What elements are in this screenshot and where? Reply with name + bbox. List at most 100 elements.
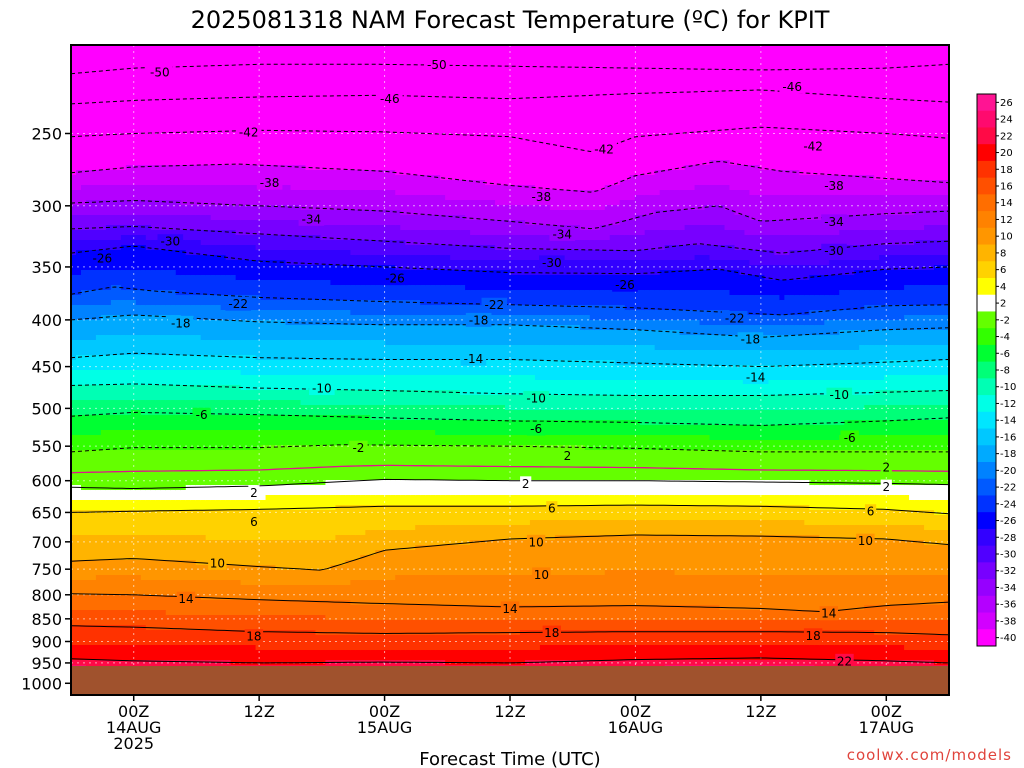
temperature-band-cell [290,360,297,376]
temperature-band-cell [365,210,371,226]
temperature-band-cell [465,270,471,291]
temperature-band-cell [694,270,701,291]
temperature-band-cell [604,250,611,261]
temperature-band-cell [415,270,421,286]
temperature-band-cell [370,530,376,556]
temperature-band-cell [794,220,800,236]
temperature-band-cell [440,245,446,256]
temperature-band-cell [225,370,232,386]
temperature-band-cell [315,250,322,266]
temperature-band-cell [654,505,661,521]
temperature-band-cell [699,290,706,311]
temperature-band-cell [714,645,721,661]
temperature-band-cell [510,420,516,436]
temperature-band-cell [275,185,282,206]
temperature-band-cell [125,385,132,401]
temperature-band-cell [315,430,322,446]
temperature-band-cell [375,265,381,286]
temperature-band-cell [260,400,267,416]
temperature-band-cell [370,430,376,446]
temperature-band-cell [819,660,825,671]
temperature-band-cell [554,305,561,316]
temperature-band-cell [340,375,346,391]
temperature-band-cell [380,360,386,376]
temperature-band-cell [649,505,656,521]
temperature-band-cell [260,250,267,261]
temperature-band-cell [145,490,152,501]
temperature-band-cell [240,540,247,566]
temperature-band-cell [814,450,820,486]
temperature-band-cell [245,500,252,511]
temperature-band-cell [105,490,112,501]
temperature-band-cell [569,520,576,536]
temperature-band-cell [215,370,222,386]
temperature-band-cell [754,350,761,366]
temperature-band-cell [629,250,636,261]
temperature-band-cell [514,375,521,396]
temperature-band-cell [280,165,287,186]
temperature-band-cell [564,275,571,291]
temperature-band-cell [514,315,521,326]
temperature-band-cell [430,285,436,306]
temperature-band-cell [485,620,491,636]
temperature-band-cell [649,45,656,176]
temperature-band-cell [85,340,92,356]
temperature-band-cell [80,340,87,356]
temperature-band-cell [794,395,800,411]
temperature-band-cell [619,495,626,506]
temperature-band-cell [75,355,82,371]
temperature-band-cell [455,230,461,246]
temperature-band-cell [594,320,601,331]
temperature-band-cell [769,520,775,536]
temperature-band-cell [400,315,406,326]
temperature-band-cell [125,415,132,431]
temperature-band-cell [165,450,172,491]
temperature-band-cell [739,630,746,646]
temperature-band-cell [220,430,227,451]
temperature-band-cell [365,325,371,341]
temperature-band-cell [739,645,746,661]
temperature-band-cell [380,635,386,651]
temperature-band-cell [759,575,766,611]
temperature-band-cell [125,315,132,336]
temperature-band-cell [579,660,586,671]
temperature-band-cell [694,660,701,666]
temperature-band-cell [599,495,606,506]
temperature-band-cell [120,595,127,611]
temperature-band-cell [245,235,252,246]
temperature-band-cell [250,310,257,321]
temperature-band-cell [614,45,621,186]
temperature-band-cell [395,390,401,406]
temperature-band-cell [435,270,441,286]
temperature-band-cell [549,495,556,506]
temperature-band-cell [659,620,666,631]
temperature-band-cell [80,240,87,251]
temperature-band-cell [390,620,396,636]
temperature-band-cell [754,165,761,196]
temperature-band-cell [679,645,686,661]
temperature-band-cell [145,250,152,271]
temperature-band-cell [185,510,192,536]
temperature-band-cell [330,340,336,361]
temperature-band-cell [814,335,820,351]
temperature-band-cell [370,170,376,191]
temperature-band-cell [350,660,356,671]
temperature-band-cell [215,305,222,321]
temperature-band-cell [210,450,217,486]
temperature-band-cell [220,295,227,311]
temperature-band-cell [584,420,591,436]
temperature-band-cell [350,650,356,661]
temperature-band-cell [375,285,381,301]
temperature-band-cell [794,575,800,611]
temperature-band-cell [714,495,721,506]
temperature-band-cell [375,550,381,581]
temperature-band-cell [110,490,117,501]
temperature-band-cell [415,405,421,421]
temperature-band-cell [270,165,277,186]
temperature-band-cell [629,450,636,481]
temperature-band-cell [764,220,771,236]
temperature-band-cell [315,585,322,601]
temperature-band-cell [664,310,671,321]
temperature-band-cell [824,335,830,351]
temperature-band-cell [649,630,656,646]
